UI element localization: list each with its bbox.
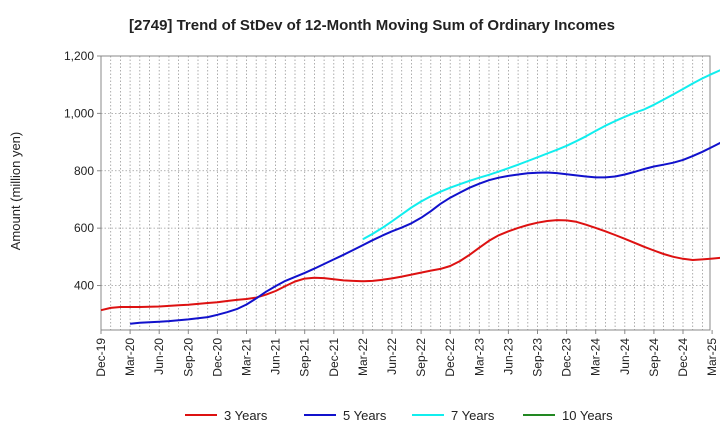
chart-title: [2749] Trend of StDev of 12-Month Moving… — [129, 17, 615, 34]
x-tick-label: Jun-22 — [385, 338, 399, 375]
x-tick-label: Mar-25 — [705, 338, 719, 376]
x-tick-label: Jun-23 — [501, 338, 515, 375]
y-tick-label: 600 — [74, 221, 94, 235]
y-tick-label: 400 — [74, 279, 94, 293]
x-tick-label: Sep-22 — [414, 338, 428, 377]
x-tick-label: Sep-23 — [531, 338, 545, 377]
x-tick-label: Sep-24 — [647, 338, 661, 377]
x-tick-label: Dec-19 — [94, 338, 108, 377]
legend-item: 3 Years — [185, 408, 268, 423]
legend-item: 5 Years — [304, 408, 387, 423]
plot-frame — [100, 55, 711, 331]
x-tick-label: Mar-21 — [240, 338, 254, 376]
legend-label: 5 Years — [343, 408, 387, 423]
legend-label: 10 Years — [562, 408, 613, 423]
x-tick-label: Mar-24 — [589, 338, 603, 376]
y-tick-label: 800 — [74, 164, 94, 178]
y-tick-label: 1,000 — [64, 106, 94, 120]
x-tick-label: Jun-21 — [269, 338, 283, 375]
legend: 3 Years 5 Years 7 Years 10 Years — [185, 408, 613, 423]
x-tick-label: Dec-21 — [327, 338, 341, 377]
legend-item: 10 Years — [523, 408, 613, 423]
x-tick-label: Dec-22 — [443, 338, 457, 377]
x-tick-label: Mar-22 — [356, 338, 370, 376]
y-axis-label: Amount (million yen) — [8, 132, 23, 251]
x-tick-label: Dec-24 — [676, 338, 690, 377]
series-line-3-years — [100, 219, 720, 312]
gridlines — [101, 55, 710, 330]
y-tick-label: 1,200 — [64, 49, 94, 63]
series-line-7-years — [362, 69, 720, 241]
y-axis: 400 600 800 1,000 1,200 — [64, 49, 101, 293]
legend-label: 3 Years — [224, 408, 268, 423]
x-tick-label: Jun-24 — [618, 338, 632, 375]
x-tick-label: Jun-20 — [152, 338, 166, 375]
x-tick-label: Dec-20 — [210, 338, 224, 377]
legend-item: 7 Years — [412, 408, 495, 423]
series-line-5-years — [130, 141, 720, 325]
x-tick-label: Sep-21 — [298, 338, 312, 377]
x-axis: Dec-19 Mar-20 Jun-20 Sep-20 Dec-20 Mar-21 Jun-… — [94, 330, 719, 377]
x-tick-label: Dec-23 — [560, 338, 574, 377]
x-tick-label: Mar-23 — [472, 338, 486, 376]
legend-label: 7 Years — [451, 408, 495, 423]
x-tick-label: Sep-20 — [181, 338, 195, 377]
x-tick-label: Mar-20 — [123, 338, 137, 376]
series-lines — [100, 69, 720, 325]
